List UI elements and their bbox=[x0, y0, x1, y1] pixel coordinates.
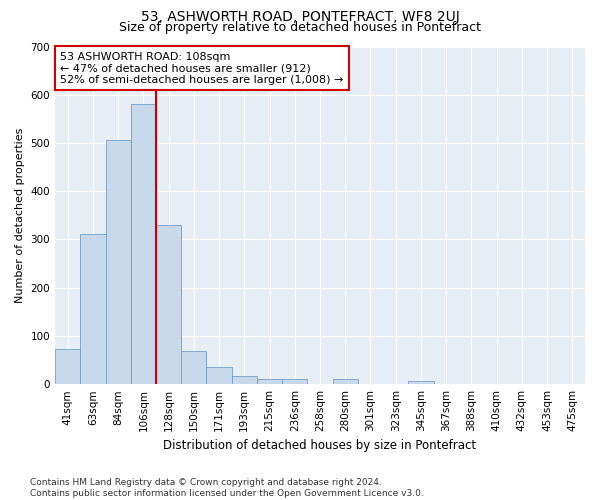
Text: Size of property relative to detached houses in Pontefract: Size of property relative to detached ho… bbox=[119, 21, 481, 34]
Bar bbox=[80, 234, 106, 384]
Bar bbox=[332, 380, 358, 384]
Text: 53 ASHWORTH ROAD: 108sqm
← 47% of detached houses are smaller (912)
52% of semi-: 53 ASHWORTH ROAD: 108sqm ← 47% of detach… bbox=[61, 52, 344, 85]
Bar bbox=[181, 352, 206, 384]
Bar bbox=[206, 367, 232, 384]
Y-axis label: Number of detached properties: Number of detached properties bbox=[15, 128, 25, 303]
Text: Contains HM Land Registry data © Crown copyright and database right 2024.
Contai: Contains HM Land Registry data © Crown c… bbox=[30, 478, 424, 498]
Bar bbox=[257, 379, 282, 384]
Bar bbox=[131, 104, 156, 384]
Bar bbox=[282, 379, 307, 384]
X-axis label: Distribution of detached houses by size in Pontefract: Distribution of detached houses by size … bbox=[163, 440, 476, 452]
Bar bbox=[106, 140, 131, 384]
Bar bbox=[156, 225, 181, 384]
Text: 53, ASHWORTH ROAD, PONTEFRACT, WF8 2UJ: 53, ASHWORTH ROAD, PONTEFRACT, WF8 2UJ bbox=[140, 10, 460, 24]
Bar bbox=[409, 382, 434, 384]
Bar bbox=[55, 350, 80, 384]
Bar bbox=[232, 376, 257, 384]
